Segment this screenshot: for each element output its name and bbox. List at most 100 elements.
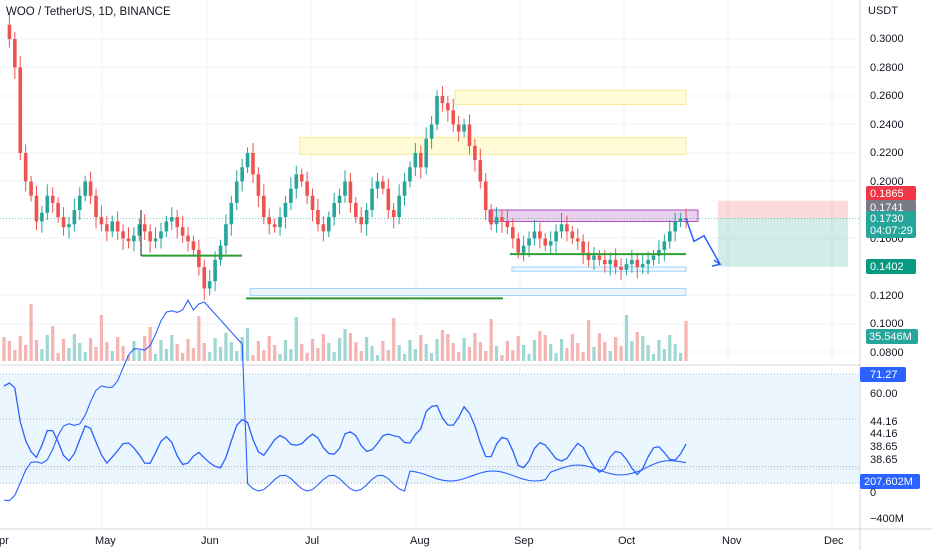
obv-value-text: 207.602M — [864, 476, 913, 488]
candle-body — [483, 181, 488, 210]
volume-bar — [29, 304, 33, 361]
volume-bar — [224, 333, 228, 361]
volume-badge — [866, 329, 918, 344]
volume-bar — [235, 351, 239, 361]
candle-body — [559, 224, 564, 232]
candle-body — [532, 231, 537, 239]
candle-body — [137, 224, 142, 236]
candle-body — [34, 195, 39, 222]
obv-axis[interactable]: 207.602M 0 −400M — [860, 474, 920, 525]
volume-bar — [635, 332, 639, 361]
rsi-tick: 44.16 — [870, 428, 898, 440]
volume-bar — [305, 353, 309, 361]
candle-body — [510, 227, 515, 239]
volume-bar — [500, 355, 504, 361]
volume-bar — [435, 339, 439, 361]
price-tick: 0.2000 — [870, 176, 904, 188]
candle-body — [624, 264, 629, 270]
candle-body — [494, 217, 499, 225]
candle-body — [467, 124, 472, 146]
volume-bar — [440, 330, 445, 361]
volume-bar — [354, 342, 358, 361]
volume-bar — [592, 347, 596, 361]
candle-body — [234, 181, 239, 203]
candle-body — [570, 231, 575, 239]
candle-body — [251, 153, 255, 175]
rsi-value-badge — [860, 367, 906, 382]
rsi-axis[interactable]: 71.27 60.00 44.16 44.16 38.65 38.65 — [860, 367, 906, 466]
candle-body — [370, 188, 374, 210]
volume-bar — [446, 334, 450, 361]
candle-body — [597, 255, 602, 260]
volume-bar — [245, 328, 250, 361]
volume-bar — [148, 327, 152, 361]
candle-body — [527, 238, 531, 246]
volume-bar — [532, 340, 537, 361]
volume-bar — [153, 354, 158, 361]
candle-body — [305, 181, 309, 196]
price-tick: 0.0800 — [870, 347, 904, 359]
candle-body — [640, 264, 645, 267]
rsi-pane — [0, 373, 860, 484]
candle-body — [180, 227, 185, 236]
volume-bar — [262, 350, 266, 361]
candle-body — [565, 224, 569, 232]
candle-body — [262, 195, 266, 218]
candle-body — [337, 195, 342, 203]
candle-body — [635, 259, 640, 267]
candle-body — [586, 252, 591, 260]
volume-bar — [202, 343, 206, 361]
rsi-band — [0, 374, 860, 484]
candle-body — [169, 217, 174, 222]
candle-body — [592, 255, 596, 260]
candle-body — [581, 241, 585, 253]
volume-bar — [630, 341, 634, 361]
candle-body — [662, 241, 667, 250]
volume-bar — [646, 345, 650, 361]
short-position-tool[interactable] — [0, 200, 860, 267]
candle-body — [418, 153, 423, 168]
volume-bar — [67, 348, 71, 361]
volume-bar — [327, 343, 331, 361]
volume-bar — [565, 348, 569, 361]
price-tick: 0.2800 — [870, 62, 904, 74]
arrow-head — [711, 259, 722, 267]
candle-body — [630, 259, 634, 265]
candle-body — [381, 181, 385, 189]
volume-bar — [51, 326, 55, 361]
volume-bar — [624, 315, 629, 361]
time-axis[interactable]: pr May Jun Jul Aug Sep Oct Nov Dec — [0, 535, 844, 547]
volume-bar — [538, 331, 542, 361]
candle-body — [543, 238, 548, 246]
candle-body — [473, 145, 477, 161]
candlestick-series — [7, 14, 688, 300]
candle-body — [126, 238, 131, 242]
volume-bar — [365, 337, 369, 361]
candle-body — [554, 231, 558, 242]
candle-body — [186, 235, 190, 242]
candle-body — [61, 217, 66, 228]
candle-body — [83, 181, 87, 196]
candle-body — [256, 174, 261, 196]
volume-bar — [581, 352, 585, 361]
candle-body — [202, 267, 207, 289]
candle-body — [164, 221, 169, 232]
volume-bar — [392, 318, 396, 361]
candle-body — [435, 96, 439, 125]
rsi-tick: 38.65 — [870, 441, 898, 453]
volume-bar — [516, 336, 520, 361]
rsi-tick: 60.00 — [870, 388, 898, 400]
volume-bar — [673, 344, 677, 361]
candle-body — [608, 259, 613, 265]
time-label: Sep — [514, 535, 534, 547]
candle-body — [375, 181, 380, 189]
price-axis[interactable]: USDT 0.3000 0.2800 0.2600 0.2400 0.2200 … — [866, 5, 918, 359]
candle-body — [94, 195, 98, 218]
volume-bar — [191, 348, 196, 361]
volume-bar — [457, 352, 461, 361]
candle-body — [354, 202, 358, 218]
stop-price-badge-text: 0.1865 — [870, 188, 904, 200]
candle-body — [408, 167, 412, 182]
symbol-title[interactable]: WOO / TetherUS, 1D, BINANCE — [6, 6, 171, 18]
